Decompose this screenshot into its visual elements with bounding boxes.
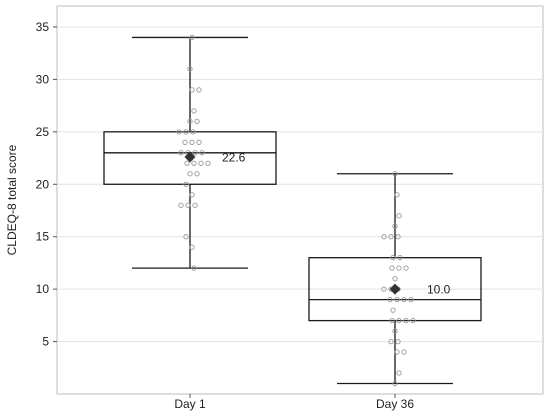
data-point xyxy=(189,87,195,93)
data-point xyxy=(388,338,394,345)
data-point xyxy=(194,171,200,177)
data-point xyxy=(189,34,195,41)
data-point xyxy=(392,171,398,177)
data-point xyxy=(390,255,396,261)
x-tick-label: Day 36 xyxy=(376,397,414,411)
data-point xyxy=(187,118,193,125)
data-point xyxy=(390,307,396,313)
data-point xyxy=(184,160,190,166)
data-point xyxy=(389,265,395,271)
data-point xyxy=(392,223,398,229)
y-tick-label: 30 xyxy=(36,72,50,86)
data-point xyxy=(187,171,193,177)
data-point xyxy=(394,192,400,198)
y-tick-label: 15 xyxy=(36,230,50,244)
data-point xyxy=(410,317,416,324)
y-axis-label: CLDEQ-8 total score xyxy=(5,144,19,255)
data-point xyxy=(205,160,211,166)
data-point xyxy=(190,129,196,135)
y-tick-label: 25 xyxy=(36,125,50,139)
data-point xyxy=(401,349,407,355)
data-point xyxy=(196,87,202,93)
y-tick-label: 10 xyxy=(36,282,50,296)
iqr-box xyxy=(103,131,277,185)
data-point xyxy=(394,296,400,303)
box-series: 22.6 10.0 xyxy=(103,34,482,387)
data-point xyxy=(408,296,414,303)
y-axis: 5 10 15 20 25 30 35 xyxy=(36,20,57,349)
data-point xyxy=(189,192,195,198)
data-point xyxy=(389,317,395,324)
box-group: 22.6 xyxy=(103,34,277,271)
data-point xyxy=(178,150,184,156)
data-point xyxy=(397,255,403,261)
x-tick-label: Day 1 xyxy=(174,397,206,411)
data-point xyxy=(192,150,198,156)
data-point xyxy=(183,234,189,240)
data-point xyxy=(182,139,188,145)
data-point xyxy=(196,139,202,145)
data-point xyxy=(176,129,182,135)
mean-label: 22.6 xyxy=(222,151,246,165)
data-point xyxy=(394,349,400,355)
data-point xyxy=(199,150,205,156)
data-point xyxy=(381,286,387,292)
data-point xyxy=(388,234,394,240)
data-point xyxy=(403,317,409,324)
data-point xyxy=(392,380,398,387)
data-point xyxy=(198,160,204,166)
plot-frame xyxy=(56,5,544,395)
data-point xyxy=(183,181,189,187)
data-point xyxy=(191,265,197,271)
data-point xyxy=(395,234,401,240)
y-tick-label: 35 xyxy=(36,20,50,34)
data-point xyxy=(396,265,402,271)
data-point xyxy=(381,234,387,240)
mean-marker xyxy=(184,151,196,163)
data-point xyxy=(183,129,189,135)
data-point xyxy=(392,275,398,282)
data-point xyxy=(401,296,407,303)
data-point xyxy=(189,244,195,250)
mean-marker xyxy=(389,283,401,295)
data-point xyxy=(189,139,195,145)
data-point xyxy=(178,202,184,208)
data-point xyxy=(191,160,197,166)
y-tick-label: 5 xyxy=(42,335,49,349)
data-point xyxy=(396,213,402,219)
y-tick-label: 20 xyxy=(36,177,50,191)
data-point xyxy=(192,202,198,208)
x-axis: Day 1 Day 36 xyxy=(174,394,414,411)
data-point xyxy=(191,108,197,114)
data-point xyxy=(187,66,193,72)
box-group: 10.0 xyxy=(308,171,482,387)
data-point xyxy=(194,118,200,125)
data-point xyxy=(396,317,402,324)
mean-label: 10.0 xyxy=(427,283,451,297)
data-point xyxy=(392,328,398,334)
data-point xyxy=(395,338,401,345)
data-point xyxy=(396,370,402,376)
data-point xyxy=(185,202,191,208)
data-point xyxy=(387,296,393,303)
data-point xyxy=(403,265,409,271)
